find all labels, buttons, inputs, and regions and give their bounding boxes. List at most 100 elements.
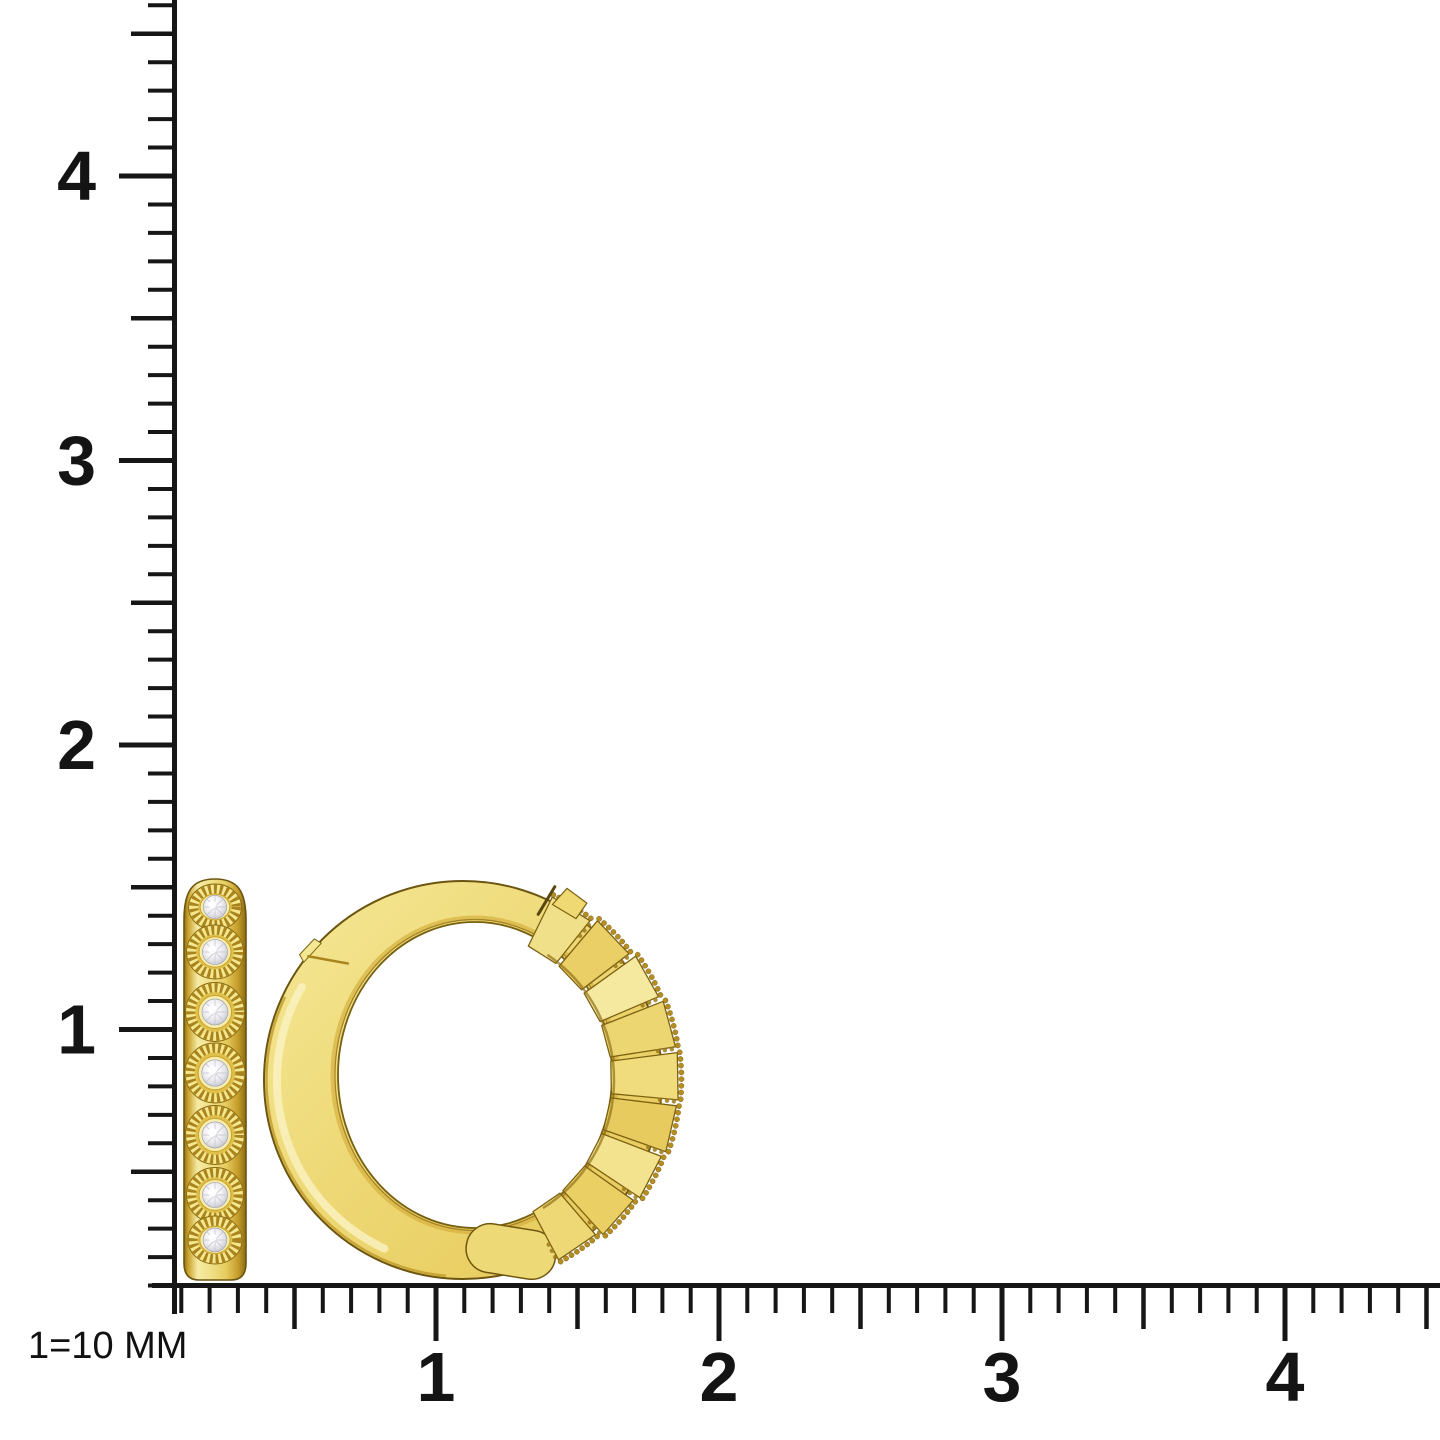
diamond-bezel	[184, 1042, 246, 1104]
milgrain-dot	[671, 1129, 678, 1136]
milgrain-dot	[582, 928, 587, 933]
milgrain-dot	[678, 1062, 684, 1069]
bezel-fluting-dark	[185, 1043, 245, 1103]
milgrain-dot	[674, 1116, 680, 1123]
milgrain-dot	[639, 1195, 646, 1202]
milgrain-dot	[620, 1214, 627, 1220]
milgrain-dot	[602, 1232, 609, 1239]
milgrain-dot	[653, 997, 658, 1003]
hinge-tab	[551, 887, 588, 920]
milgrain-dot	[619, 959, 624, 964]
hinge-notch	[536, 885, 557, 916]
bezel-fluting-light	[187, 925, 243, 979]
milgrain-dot	[645, 968, 652, 975]
milgrain-dot	[655, 1166, 662, 1173]
milgrain-dot	[574, 1249, 580, 1255]
milgrain-dot	[627, 1190, 632, 1196]
milgrain-dot	[646, 1145, 651, 1150]
milgrain-dot	[669, 1047, 674, 1052]
milgrain-dot	[616, 1219, 622, 1225]
milgrain-dot	[611, 1223, 618, 1230]
milgrain-dot	[654, 986, 661, 992]
milgrain-dot	[659, 1149, 664, 1155]
milgrain-dot	[677, 1056, 684, 1062]
milgrain-dot	[678, 1083, 685, 1089]
hoop-inner-highlight	[272, 983, 389, 1253]
milgrain-dot	[584, 1241, 591, 1248]
milgrain-dot	[667, 1010, 673, 1016]
milgrain-dot	[652, 1147, 657, 1152]
milgrain-dot	[592, 1225, 597, 1230]
milgrain-dot	[667, 1142, 674, 1149]
milgrain-dot	[665, 1148, 672, 1155]
milgrain-dot	[638, 957, 645, 963]
milgrain-dot	[549, 1248, 555, 1254]
milgrain-dot	[624, 955, 630, 960]
milgrain-dot	[632, 1199, 639, 1205]
milgrain-dot	[665, 1003, 671, 1010]
milgrain-dot	[633, 1194, 638, 1200]
milgrain-dot	[649, 1178, 656, 1185]
milgrain-dot	[669, 1016, 675, 1023]
diamond-sparkle	[207, 1065, 217, 1075]
milgrain-dot	[596, 1230, 602, 1235]
milgrain-dot	[678, 1089, 684, 1096]
milgrain-dot	[678, 1069, 685, 1076]
milgrain-dot	[677, 1096, 684, 1102]
h-ruler-label-2: 2	[700, 1338, 739, 1416]
milgrain-dot	[670, 1023, 677, 1029]
edge-bezel-segment	[610, 1051, 679, 1101]
v-ruler-label-1: 1	[57, 991, 96, 1069]
milgrain-dot	[660, 1154, 667, 1161]
milgrain-dot	[579, 1245, 585, 1251]
milgrain-dot	[613, 963, 618, 969]
bezel-fluting-light	[186, 983, 244, 1041]
bezel-fluting-light	[189, 884, 241, 930]
bezel-fluting-dark	[188, 1216, 242, 1264]
milgrain-dot	[675, 1109, 681, 1116]
milgrain-dot	[577, 933, 583, 939]
milgrain-dot	[586, 922, 591, 928]
milgrain-dot	[557, 1258, 564, 1265]
milgrain-bezel-arc	[527, 892, 685, 1265]
milgrain-dot	[646, 1184, 653, 1190]
diamond-bezel	[186, 1167, 244, 1223]
bezel-fluting-light	[185, 1043, 245, 1103]
milgrain-dot	[594, 1233, 600, 1240]
milgrain-dot	[652, 1172, 659, 1179]
clasp-step-line	[307, 954, 350, 965]
diamond-sparkle	[208, 945, 217, 954]
milgrain-dot	[664, 1098, 670, 1103]
v-ruler-label-2: 2	[57, 706, 96, 784]
earring-side-view	[183, 878, 247, 1281]
hoop-outer-shading	[265, 996, 447, 1278]
diamond-sparkle	[207, 1127, 217, 1137]
milgrain-dot	[672, 1123, 679, 1129]
milgrain-dot	[669, 1136, 676, 1142]
milgrain-dot	[619, 938, 626, 945]
milgrain-dot	[607, 1228, 613, 1235]
milgrain-dot	[658, 1160, 665, 1167]
milgrain-dot	[673, 1036, 680, 1042]
diamond-sparkle	[207, 1004, 217, 1014]
milgrain-dot	[662, 1048, 668, 1053]
milgrain-dot	[589, 1237, 596, 1244]
bezel-fluting-light	[188, 1216, 242, 1264]
horizontal-ruler: 1 2 3 4	[152, 1283, 1440, 1416]
milgrain-dot	[615, 933, 621, 940]
milgrain-dot	[676, 1049, 683, 1056]
milgrain-dot	[601, 920, 607, 926]
bezel-fluting-light	[186, 1106, 244, 1164]
diamond-bezel	[186, 924, 244, 980]
segment-inner-shadow	[542, 953, 616, 1210]
milgrain-dot	[621, 1187, 627, 1192]
milgrain-dot	[678, 1076, 685, 1082]
milgrain-dot	[583, 911, 589, 918]
v-ruler-label-4: 4	[57, 137, 96, 215]
scale-note: 1=10 MM	[28, 1325, 187, 1367]
earring-front-view	[263, 880, 685, 1281]
milgrain-dot	[596, 916, 602, 922]
milgrain-dot	[627, 948, 634, 955]
h-ruler-label-3: 3	[983, 1338, 1022, 1416]
milgrain-dot	[587, 1220, 592, 1225]
